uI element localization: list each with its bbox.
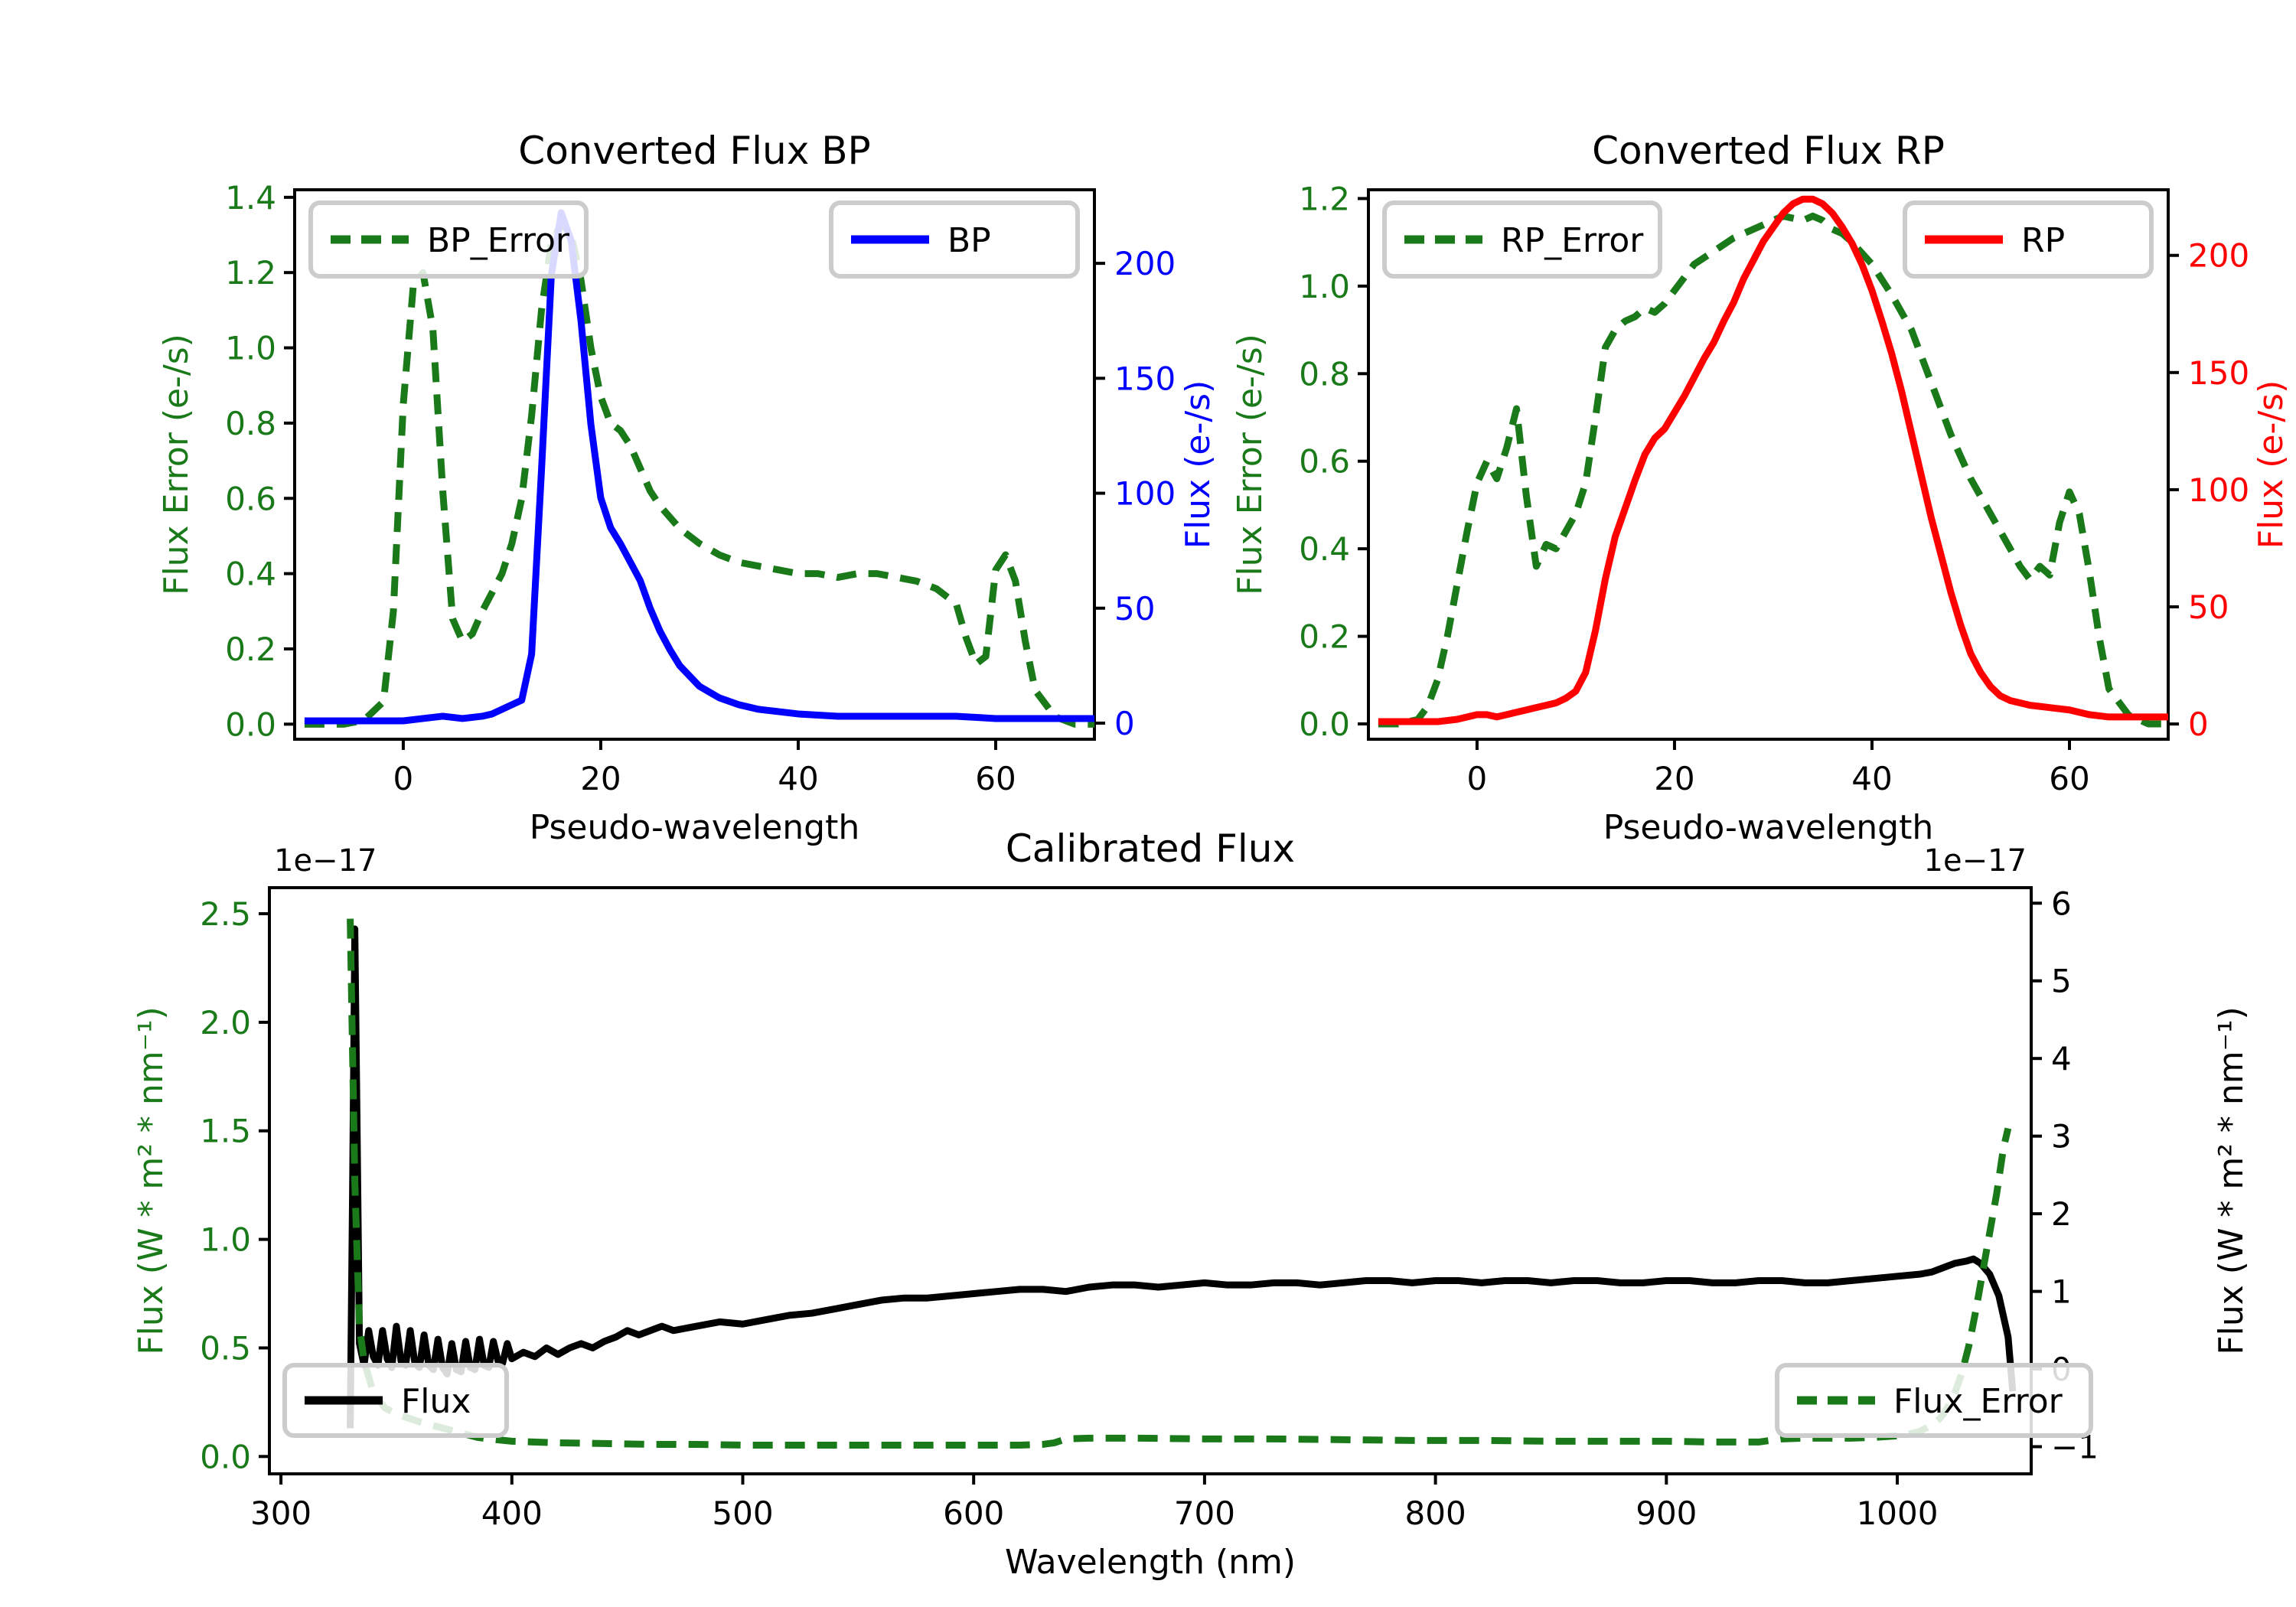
y-left-tick-label: 0.4 bbox=[1299, 530, 1350, 568]
y-right-tick-label: 50 bbox=[1114, 590, 1155, 627]
y-right-offset-label: 1e−17 bbox=[1924, 843, 2027, 878]
y-right-tick-label: 1 bbox=[2051, 1273, 2072, 1311]
series-line-flux bbox=[347, 925, 2017, 1429]
x-tick-label: 20 bbox=[1654, 760, 1694, 797]
panel-title: Converted Flux BP bbox=[518, 129, 870, 173]
y-left-tick-label: 0.2 bbox=[225, 631, 276, 668]
x-tick-label: 900 bbox=[1636, 1495, 1697, 1532]
y-left-tick-label: 1.2 bbox=[1299, 180, 1350, 217]
y-right-tick-label: 6 bbox=[2051, 885, 2072, 922]
y-right-tick-label: 50 bbox=[2188, 588, 2229, 626]
x-axis-label: Wavelength (nm) bbox=[1005, 1543, 1296, 1582]
x-tick-label: 20 bbox=[580, 760, 621, 797]
x-tick-label: 60 bbox=[2049, 760, 2089, 797]
y-left-axis-label: Flux (W * m² * nm⁻¹) bbox=[132, 1006, 171, 1354]
y-left-tick-label: 1.4 bbox=[225, 179, 276, 217]
legend-main-label: BP bbox=[947, 221, 991, 260]
panel-title: Calibrated Flux bbox=[1006, 826, 1295, 871]
y-right-axis-label: Flux (e-/s) bbox=[1179, 380, 1218, 549]
y-right-tick-label: 5 bbox=[2051, 963, 2072, 1000]
y-right-tick-label: 4 bbox=[2051, 1040, 2072, 1077]
legend-error-label: Flux bbox=[401, 1382, 471, 1421]
y-right-tick-label: 200 bbox=[1114, 245, 1176, 282]
y-left-tick-label: 0.6 bbox=[1299, 443, 1350, 481]
x-tick-label: 60 bbox=[975, 760, 1016, 797]
y-right-tick-label: 0 bbox=[1114, 705, 1135, 742]
series-line-flux_error bbox=[347, 918, 2012, 1449]
y-right-tick-label: 3 bbox=[2051, 1118, 2072, 1156]
legend-main-box bbox=[1903, 200, 2154, 279]
series-line-rp_error bbox=[1378, 212, 2168, 728]
plot-frame bbox=[1367, 188, 2170, 741]
y-left-tick-label: 0.4 bbox=[225, 556, 276, 593]
y-left-tick-label: 0.8 bbox=[1299, 355, 1350, 393]
y-left-tick-label: 1.2 bbox=[225, 254, 276, 292]
y-left-tick-label: 1.5 bbox=[200, 1113, 251, 1150]
x-axis-label: Pseudo-wavelength bbox=[1603, 808, 1934, 847]
x-tick-label: 400 bbox=[481, 1495, 543, 1532]
series-line-bp_error bbox=[304, 220, 1094, 728]
x-tick-label: 40 bbox=[778, 760, 818, 797]
legend-main-label: RP bbox=[2021, 221, 2065, 260]
x-tick-label: 800 bbox=[1405, 1495, 1466, 1532]
y-right-tick-label: 100 bbox=[1114, 475, 1176, 513]
x-tick-label: 0 bbox=[1467, 760, 1488, 797]
y-left-tick-label: 1.0 bbox=[225, 330, 276, 367]
legend-main-box bbox=[829, 200, 1080, 279]
x-tick-label: 500 bbox=[712, 1495, 773, 1532]
plot-frame bbox=[293, 188, 1096, 741]
y-left-tick-label: 0.5 bbox=[200, 1329, 251, 1367]
y-right-axis-label: Flux (W * m² * nm⁻¹) bbox=[2212, 1006, 2251, 1354]
y-left-offset-label: 1e−17 bbox=[274, 843, 377, 878]
legend-error-box bbox=[1382, 200, 1662, 279]
y-left-tick-label: 0.8 bbox=[225, 405, 276, 442]
x-tick-label: 300 bbox=[250, 1495, 311, 1532]
y-left-tick-label: 0.0 bbox=[225, 706, 276, 743]
y-right-tick-label: 200 bbox=[2188, 237, 2249, 275]
y-right-tick-label: 150 bbox=[2188, 354, 2249, 392]
y-left-tick-label: 0.2 bbox=[1299, 618, 1350, 656]
legend-main-box bbox=[1775, 1363, 2093, 1438]
y-left-axis-label: Flux Error (e-/s) bbox=[1231, 334, 1270, 595]
series-line-bp bbox=[304, 209, 1094, 725]
panel-title: Converted Flux RP bbox=[1592, 129, 1945, 173]
x-axis-label: Pseudo-wavelength bbox=[530, 808, 860, 847]
x-tick-label: 0 bbox=[393, 760, 414, 797]
x-tick-label: 1000 bbox=[1857, 1495, 1939, 1532]
plot-frame bbox=[268, 886, 2033, 1475]
y-left-tick-label: 0.6 bbox=[225, 480, 276, 517]
y-right-tick-label: 0 bbox=[2188, 706, 2209, 743]
y-left-tick-label: 1.0 bbox=[200, 1221, 251, 1259]
legend-error-box bbox=[308, 200, 589, 279]
y-right-tick-label: 2 bbox=[2051, 1195, 2072, 1233]
x-tick-label: 700 bbox=[1174, 1495, 1235, 1532]
y-right-tick-label: 150 bbox=[1114, 360, 1176, 397]
y-left-tick-label: 2.5 bbox=[200, 895, 251, 933]
x-tick-label: 600 bbox=[943, 1495, 1004, 1532]
y-left-tick-label: 2.0 bbox=[200, 1004, 251, 1041]
legend-error-box bbox=[282, 1363, 509, 1438]
legend-error-label: RP_Error bbox=[1501, 221, 1644, 260]
x-tick-label: 40 bbox=[1851, 760, 1892, 797]
y-left-tick-label: 0.0 bbox=[200, 1438, 251, 1475]
series-line-rp bbox=[1378, 195, 2168, 725]
legend-error-label: BP_Error bbox=[427, 221, 570, 260]
y-left-axis-label: Flux Error (e-/s) bbox=[157, 334, 196, 595]
y-right-tick-label: 100 bbox=[2188, 471, 2249, 509]
y-left-tick-label: 0.0 bbox=[1299, 706, 1350, 743]
y-right-axis-label: Flux (e-/s) bbox=[2252, 380, 2291, 549]
y-left-tick-label: 1.0 bbox=[1299, 268, 1350, 305]
legend-main-label: Flux_Error bbox=[1893, 1382, 2063, 1421]
